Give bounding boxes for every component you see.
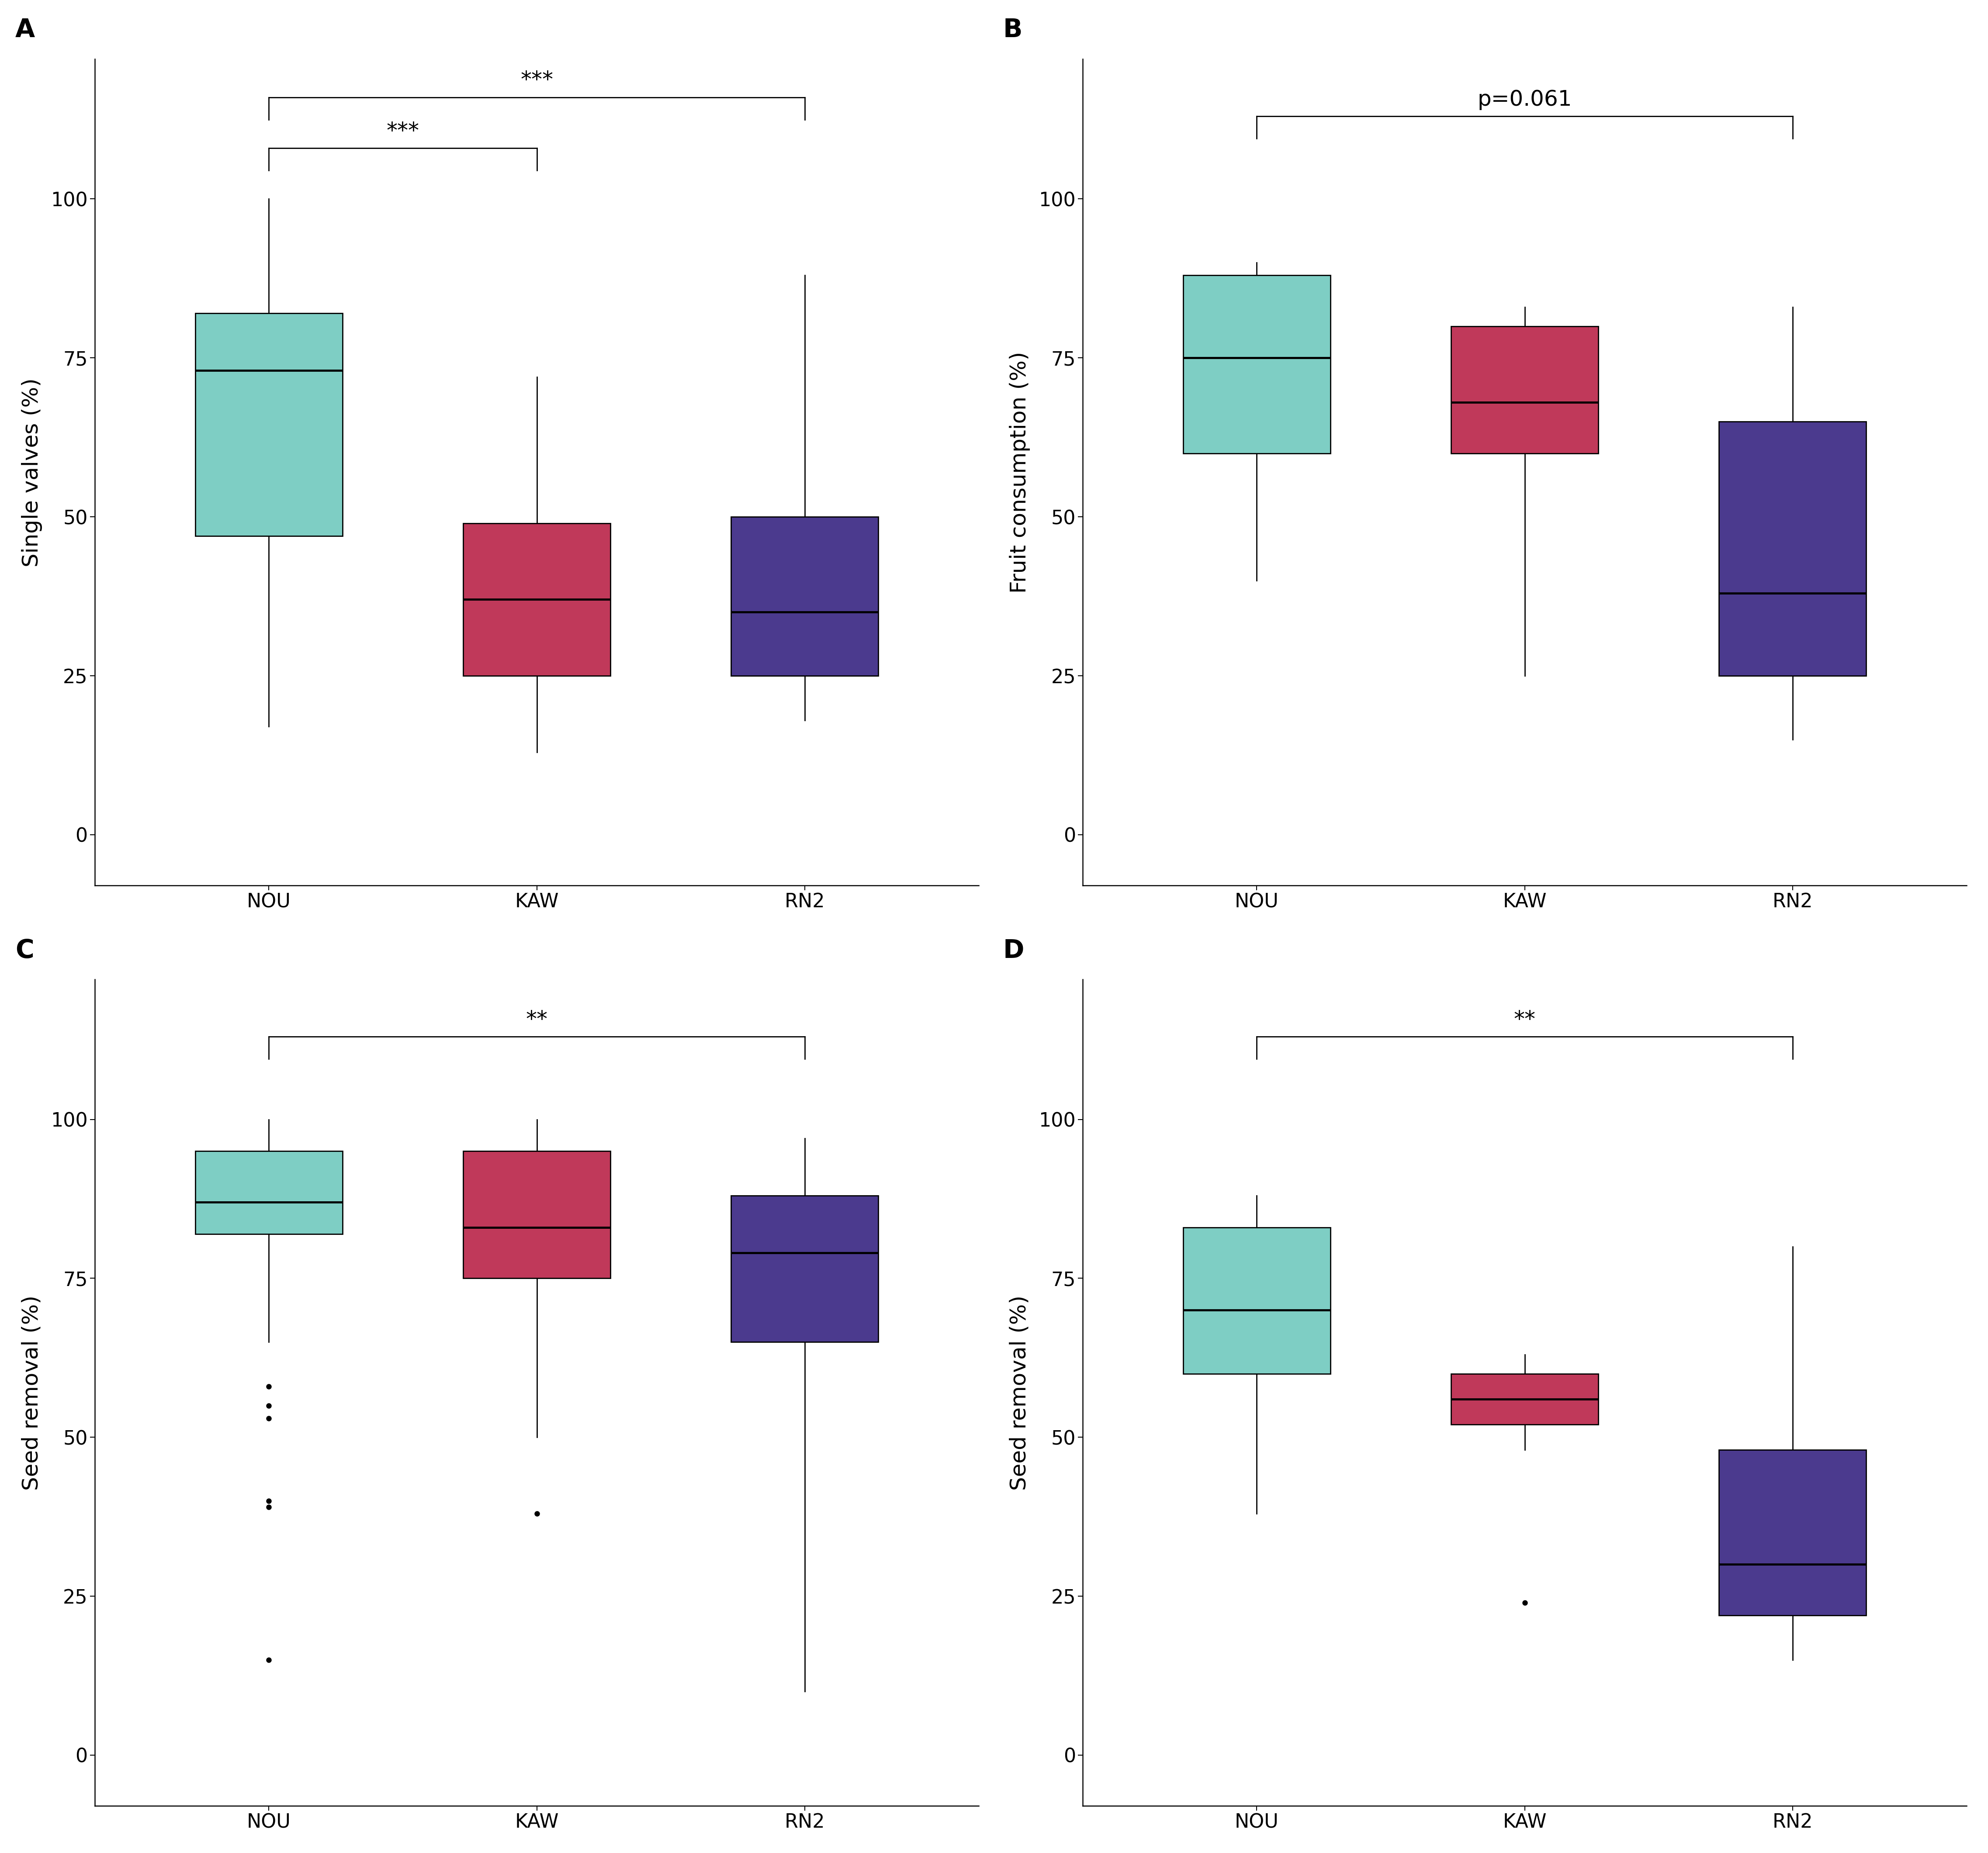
Y-axis label: Single valves (%): Single valves (%) <box>22 378 42 567</box>
Text: A: A <box>16 19 36 43</box>
Y-axis label: Fruit consumption (%): Fruit consumption (%) <box>1010 352 1030 593</box>
Bar <box>463 523 610 676</box>
Bar <box>1451 1373 1598 1425</box>
Bar <box>1183 1227 1330 1373</box>
Text: p=0.061: p=0.061 <box>1477 89 1573 109</box>
Bar <box>1451 326 1598 454</box>
Bar <box>732 517 879 676</box>
Text: C: C <box>16 938 34 964</box>
Text: **: ** <box>1513 1010 1535 1030</box>
Text: ***: *** <box>521 70 553 91</box>
Text: D: D <box>1004 938 1024 964</box>
Y-axis label: Seed removal (%): Seed removal (%) <box>1010 1295 1030 1490</box>
Bar <box>463 1151 610 1279</box>
Bar <box>1720 421 1867 676</box>
Bar <box>732 1195 879 1342</box>
Bar <box>1183 276 1330 454</box>
Bar <box>195 1151 342 1234</box>
Bar <box>1720 1451 1867 1616</box>
Text: B: B <box>1004 19 1022 43</box>
Bar <box>195 313 342 536</box>
Text: ***: *** <box>386 120 419 141</box>
Text: **: ** <box>527 1010 549 1030</box>
Y-axis label: Seed removal (%): Seed removal (%) <box>22 1295 42 1490</box>
